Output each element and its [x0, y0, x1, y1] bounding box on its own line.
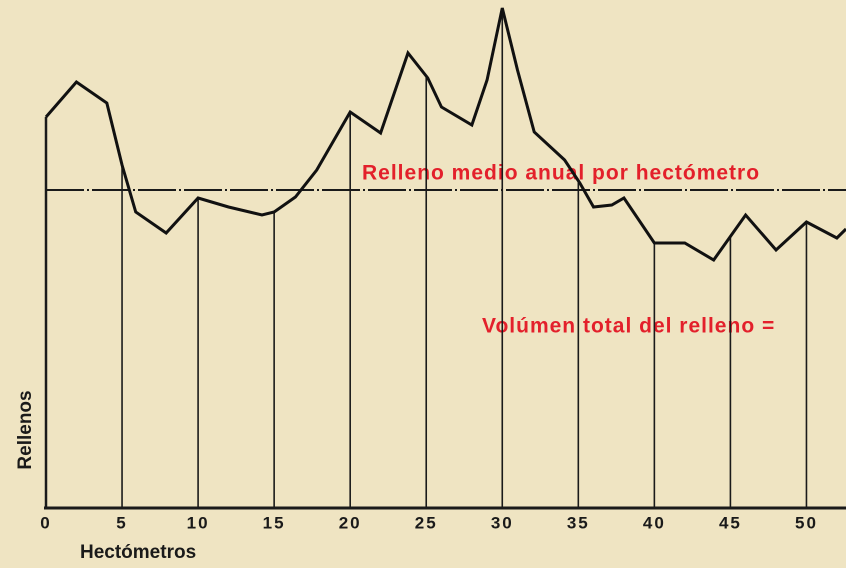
y-axis-title: Rellenos: [15, 390, 36, 469]
x-tick-label: 35: [567, 513, 590, 532]
x-axis-title: Hectómetros: [80, 542, 196, 563]
x-tick-label: 25: [415, 513, 438, 532]
x-tick-label: 0: [40, 513, 51, 532]
annotation: Volúmen total del relleno =: [482, 315, 775, 338]
x-tick-label: 20: [339, 513, 362, 532]
x-tick-label: 30: [491, 513, 514, 532]
x-tick-label: 40: [643, 513, 666, 532]
x-tick-label: 10: [187, 513, 210, 532]
x-tick-label: 50: [795, 513, 818, 532]
mean-line-label: Relleno medio anual por hectómetro: [362, 162, 760, 185]
data-line: [44, 7, 846, 262]
x-tick-label: 5: [116, 513, 127, 532]
x-tick-label: 15: [263, 513, 286, 532]
x-tick-label: 45: [719, 513, 742, 532]
